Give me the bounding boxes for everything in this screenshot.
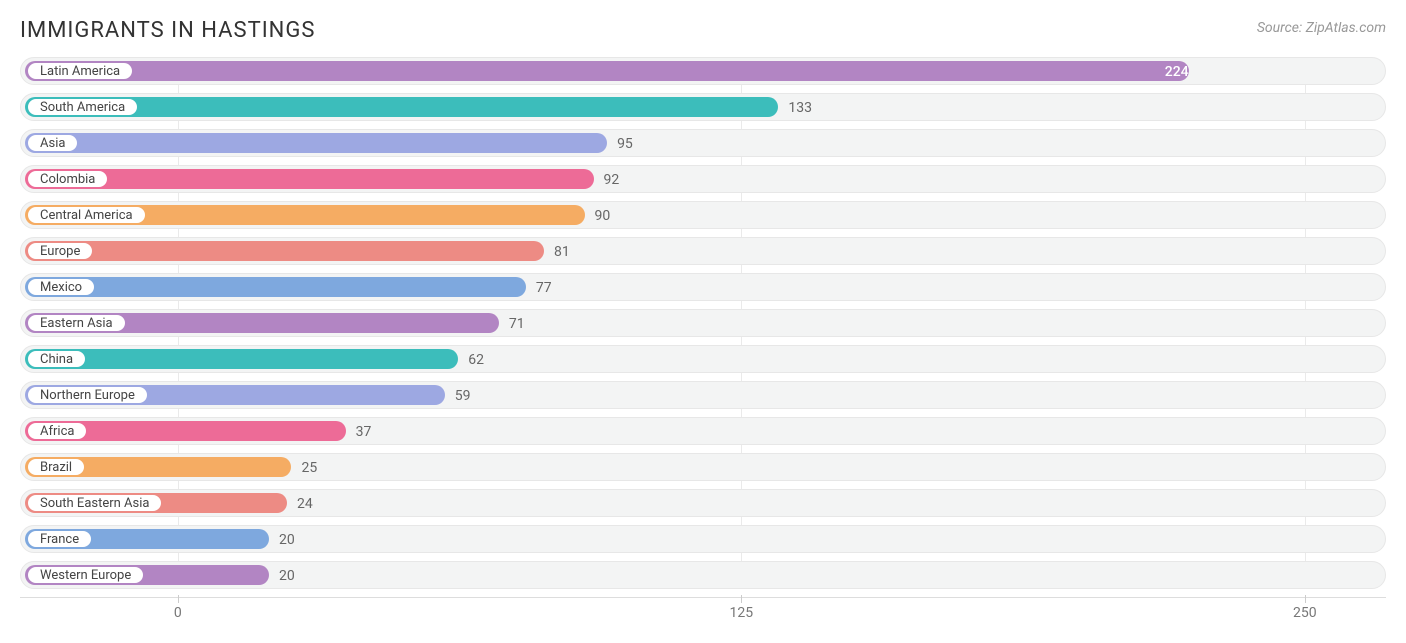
axis-line: [20, 597, 1386, 598]
bar-track: Eastern Asia 71: [20, 309, 1386, 337]
value-label: 77: [536, 274, 552, 302]
axis-tick: [178, 595, 179, 603]
value-label: 133: [788, 94, 812, 122]
category-pill: Europe: [27, 242, 93, 260]
x-axis: 0 125 250: [20, 597, 1386, 627]
value-label: 62: [468, 346, 484, 374]
axis-tick-label: 125: [730, 605, 754, 621]
category-pill: Central America: [27, 206, 146, 224]
value-label: 25: [301, 454, 317, 482]
page-title: IMMIGRANTS IN HASTINGS: [20, 18, 315, 43]
category-pill: Brazil: [27, 458, 85, 476]
bar-chart: Latin America224 South America 133 Asia 95 Co…: [0, 57, 1406, 589]
bar: [25, 169, 594, 189]
bar-track: Colombia 92: [20, 165, 1386, 193]
category-pill: Africa: [27, 422, 87, 440]
value-label: 95: [617, 130, 633, 158]
source-attribution: Source: ZipAtlas.com: [1257, 20, 1386, 36]
category-pill: Western Europe: [27, 566, 144, 584]
axis-tick-label: 0: [174, 605, 182, 621]
bar-track: China 62: [20, 345, 1386, 373]
bar-track: Northern Europe 59: [20, 381, 1386, 409]
category-pill: South Eastern Asia: [27, 494, 162, 512]
bar-track: South America 133: [20, 93, 1386, 121]
category-pill: France: [27, 530, 92, 548]
bar-track: Western Europe 20: [20, 561, 1386, 589]
bar-track: France 20: [20, 525, 1386, 553]
value-label: 224: [25, 58, 1189, 86]
category-pill: Northern Europe: [27, 386, 148, 404]
source-name: ZipAtlas.com: [1306, 20, 1386, 36]
header: IMMIGRANTS IN HASTINGS Source: ZipAtlas.…: [0, 0, 1406, 57]
bar: [25, 133, 607, 153]
bar-track: Latin America224: [20, 57, 1386, 85]
bar: [25, 241, 544, 261]
value-label: 37: [356, 418, 372, 446]
bar-track: Asia 95: [20, 129, 1386, 157]
category-pill: Mexico: [27, 278, 95, 296]
bar-track: Europe 81: [20, 237, 1386, 265]
bar-track: Brazil 25: [20, 453, 1386, 481]
value-label: 20: [279, 562, 295, 590]
value-label: 24: [297, 490, 313, 518]
source-prefix: Source:: [1257, 20, 1306, 36]
axis-tick: [741, 595, 742, 603]
category-pill: Asia: [27, 134, 78, 152]
bar-track: Mexico 77: [20, 273, 1386, 301]
bar-track: Central America 90: [20, 201, 1386, 229]
bar-track: Africa 37: [20, 417, 1386, 445]
value-label: 20: [279, 526, 295, 554]
bar: [25, 349, 458, 369]
value-label: 92: [604, 166, 620, 194]
category-pill: Eastern Asia: [27, 314, 126, 332]
category-pill: Colombia: [27, 170, 108, 188]
category-pill: South America: [27, 98, 138, 116]
axis-tick-label: 250: [1293, 605, 1317, 621]
value-label: 81: [554, 238, 570, 266]
value-label: 59: [455, 382, 471, 410]
bars: Latin America224 South America 133 Asia 95 Co…: [20, 57, 1386, 589]
bar: [25, 277, 526, 297]
value-label: 90: [595, 202, 611, 230]
category-pill: China: [27, 350, 86, 368]
value-label: 71: [509, 310, 525, 338]
axis-tick: [1305, 595, 1306, 603]
bar-track: South Eastern Asia 24: [20, 489, 1386, 517]
